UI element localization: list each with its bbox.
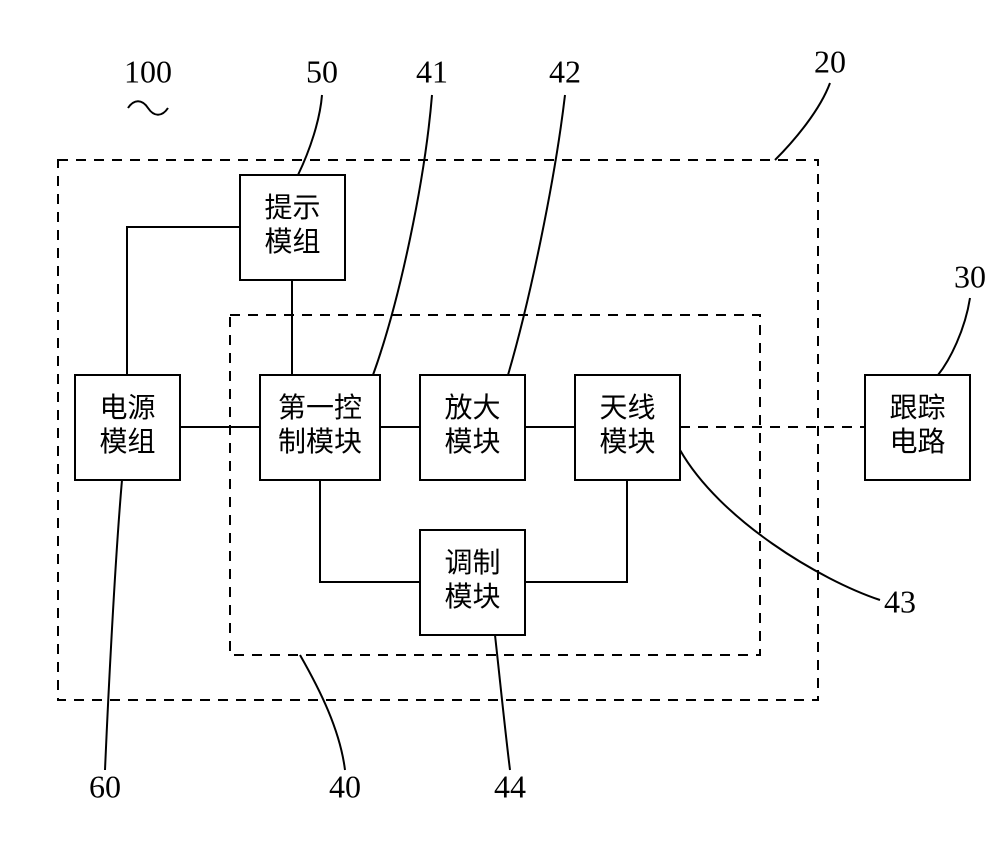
ref-43: 43 bbox=[884, 583, 916, 619]
ref-60: 60 bbox=[89, 768, 121, 804]
modulation-module-box: 调制 模块 bbox=[420, 530, 525, 635]
power-module-label-1: 电源 bbox=[99, 392, 155, 424]
prompt-module-label-1: 提示 bbox=[264, 192, 320, 224]
amplifier-module-label-2: 模块 bbox=[444, 426, 500, 458]
ref-44: 44 bbox=[494, 768, 526, 804]
power-module-label-2: 模组 bbox=[99, 426, 155, 458]
block-diagram: 提示 模组 电源 模组 第一控 制模块 放大 模块 天线 模块 调制 模块 跟踪… bbox=[0, 0, 1000, 865]
antenna-module-box: 天线 模块 bbox=[575, 375, 680, 480]
first-control-module-box: 第一控 制模块 bbox=[260, 375, 380, 480]
ref-20: 20 bbox=[814, 43, 846, 79]
prompt-module-label-2: 模组 bbox=[264, 226, 320, 258]
ref-40: 40 bbox=[329, 768, 361, 804]
ref-42: 42 bbox=[549, 53, 581, 89]
ref-30: 30 bbox=[954, 258, 986, 294]
power-module-box: 电源 模组 bbox=[75, 375, 180, 480]
tracking-circuit-label-2: 电路 bbox=[889, 426, 945, 458]
antenna-module-label-2: 模块 bbox=[599, 426, 655, 458]
tilde-icon bbox=[128, 101, 168, 115]
ref-41: 41 bbox=[416, 53, 448, 89]
first-control-module-label-2: 制模块 bbox=[278, 426, 362, 458]
antenna-module-label-1: 天线 bbox=[599, 392, 655, 424]
modulation-module-label-1: 调制 bbox=[444, 547, 500, 579]
ref-100: 100 bbox=[124, 53, 172, 89]
amplifier-module-box: 放大 模块 bbox=[420, 375, 525, 480]
first-control-module-label-1: 第一控 bbox=[278, 392, 362, 424]
modulation-module-label-2: 模块 bbox=[444, 581, 500, 613]
ref-50: 50 bbox=[306, 53, 338, 89]
tracking-circuit-label-1: 跟踪 bbox=[889, 392, 945, 424]
prompt-module-box: 提示 模组 bbox=[240, 175, 345, 280]
tracking-circuit-box: 跟踪 电路 bbox=[865, 375, 970, 480]
amplifier-module-label-1: 放大 bbox=[444, 392, 500, 424]
